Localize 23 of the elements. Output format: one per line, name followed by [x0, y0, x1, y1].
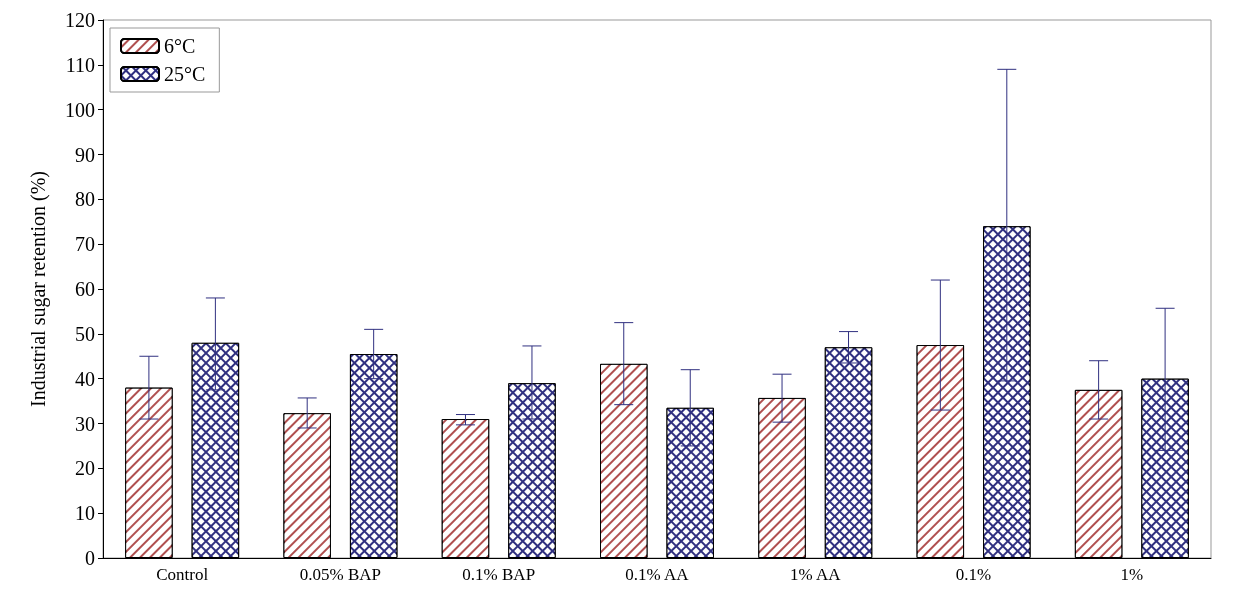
x-tick-label: 0.05% BAP	[299, 565, 382, 584]
y-tick-label: 60	[75, 278, 95, 300]
y-tick-label: 120	[65, 9, 95, 31]
y-axis-title: Industrial sugar retention (%)	[27, 170, 50, 408]
y-tick-label: 0	[85, 547, 95, 569]
x-tick-label: Control	[156, 565, 209, 584]
y-tick-label: 30	[75, 412, 95, 435]
x-tick-label: 1% AA	[790, 565, 842, 584]
y-tick-label: 20	[75, 457, 95, 480]
legend-label: 25°C	[164, 63, 206, 85]
x-tick-label: 0.1%	[955, 565, 992, 584]
y-tick-label: 40	[75, 367, 95, 390]
y-tick-label: 110	[65, 53, 95, 76]
y-tick-label: 10	[75, 502, 95, 525]
y-tick-label: 50	[75, 322, 95, 345]
x-tick-label: 1%	[1120, 565, 1144, 584]
y-tick-label: 90	[75, 143, 95, 166]
y-tick-label: 100	[65, 98, 95, 121]
y-tick-label: 80	[75, 188, 95, 211]
x-tick-label: 0.1% AA	[625, 565, 690, 584]
y-tick-label: 70	[75, 233, 95, 256]
x-tick-label: 0.1% BAP	[462, 565, 536, 584]
legend-label: 6°C	[164, 35, 196, 57]
